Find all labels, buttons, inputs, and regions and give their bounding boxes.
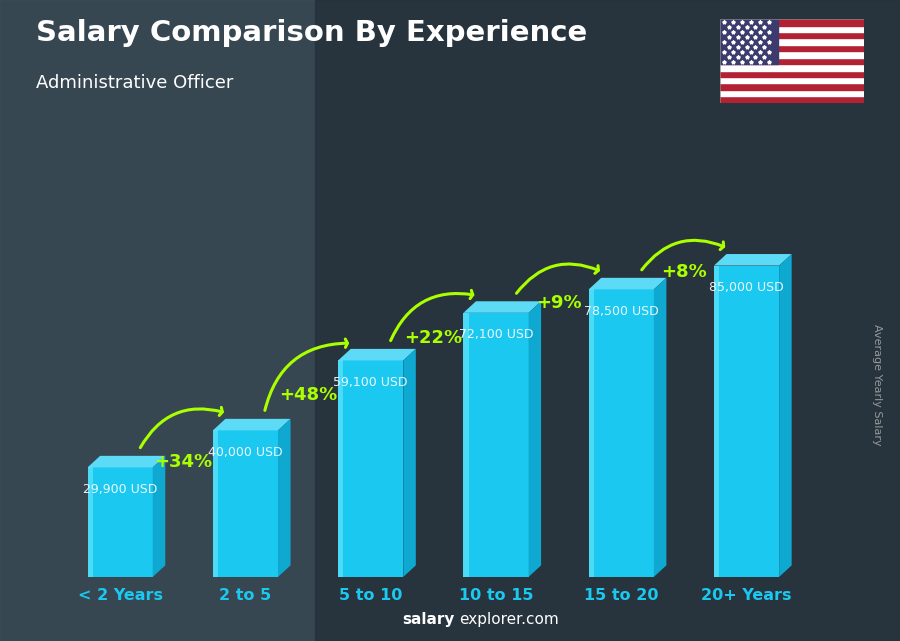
Bar	[720, 38, 864, 45]
Bar	[213, 430, 218, 577]
Bar	[464, 313, 469, 577]
Text: Salary Comparison By Experience: Salary Comparison By Experience	[36, 19, 587, 47]
Polygon shape	[589, 278, 666, 289]
Bar	[720, 77, 864, 83]
Text: 78,500 USD: 78,500 USD	[584, 304, 659, 318]
Polygon shape	[779, 254, 792, 577]
Text: 85,000 USD: 85,000 USD	[709, 281, 784, 294]
Bar	[0, 0, 315, 641]
Bar	[720, 51, 864, 58]
FancyBboxPatch shape	[213, 430, 278, 577]
FancyBboxPatch shape	[714, 265, 779, 577]
Bar	[589, 289, 594, 577]
Text: explorer.com: explorer.com	[459, 612, 559, 627]
Text: +34%: +34%	[154, 453, 211, 471]
Text: +22%: +22%	[404, 329, 463, 347]
Bar	[720, 26, 864, 32]
Text: 40,000 USD: 40,000 USD	[208, 445, 283, 459]
Bar	[720, 19, 864, 26]
Bar	[720, 71, 864, 77]
Text: +8%: +8%	[662, 263, 706, 281]
Text: 72,100 USD: 72,100 USD	[459, 328, 534, 341]
Text: +48%: +48%	[279, 386, 338, 404]
Polygon shape	[464, 301, 541, 313]
Bar	[720, 90, 864, 96]
Bar	[720, 96, 864, 103]
Polygon shape	[338, 349, 416, 360]
Polygon shape	[278, 419, 291, 577]
Polygon shape	[153, 456, 166, 577]
Bar	[87, 467, 93, 577]
Text: 29,900 USD: 29,900 USD	[83, 483, 158, 495]
Text: 59,100 USD: 59,100 USD	[334, 376, 408, 389]
FancyBboxPatch shape	[87, 467, 153, 577]
FancyBboxPatch shape	[589, 289, 654, 577]
Bar	[720, 83, 864, 90]
Bar	[720, 19, 778, 64]
Polygon shape	[87, 456, 166, 467]
Polygon shape	[403, 349, 416, 577]
Bar	[315, 0, 900, 641]
Bar	[720, 32, 864, 38]
FancyBboxPatch shape	[338, 360, 403, 577]
Bar	[720, 64, 864, 71]
Polygon shape	[654, 278, 666, 577]
Bar	[338, 360, 344, 577]
Bar	[720, 45, 864, 51]
Text: Administrative Officer: Administrative Officer	[36, 74, 233, 92]
Bar	[720, 58, 864, 64]
Bar	[714, 265, 719, 577]
Text: Average Yearly Salary: Average Yearly Salary	[872, 324, 883, 445]
Text: +9%: +9%	[536, 294, 581, 312]
FancyBboxPatch shape	[464, 313, 528, 577]
Text: salary: salary	[402, 612, 454, 627]
Polygon shape	[714, 254, 792, 265]
Polygon shape	[528, 301, 541, 577]
Polygon shape	[213, 419, 291, 430]
